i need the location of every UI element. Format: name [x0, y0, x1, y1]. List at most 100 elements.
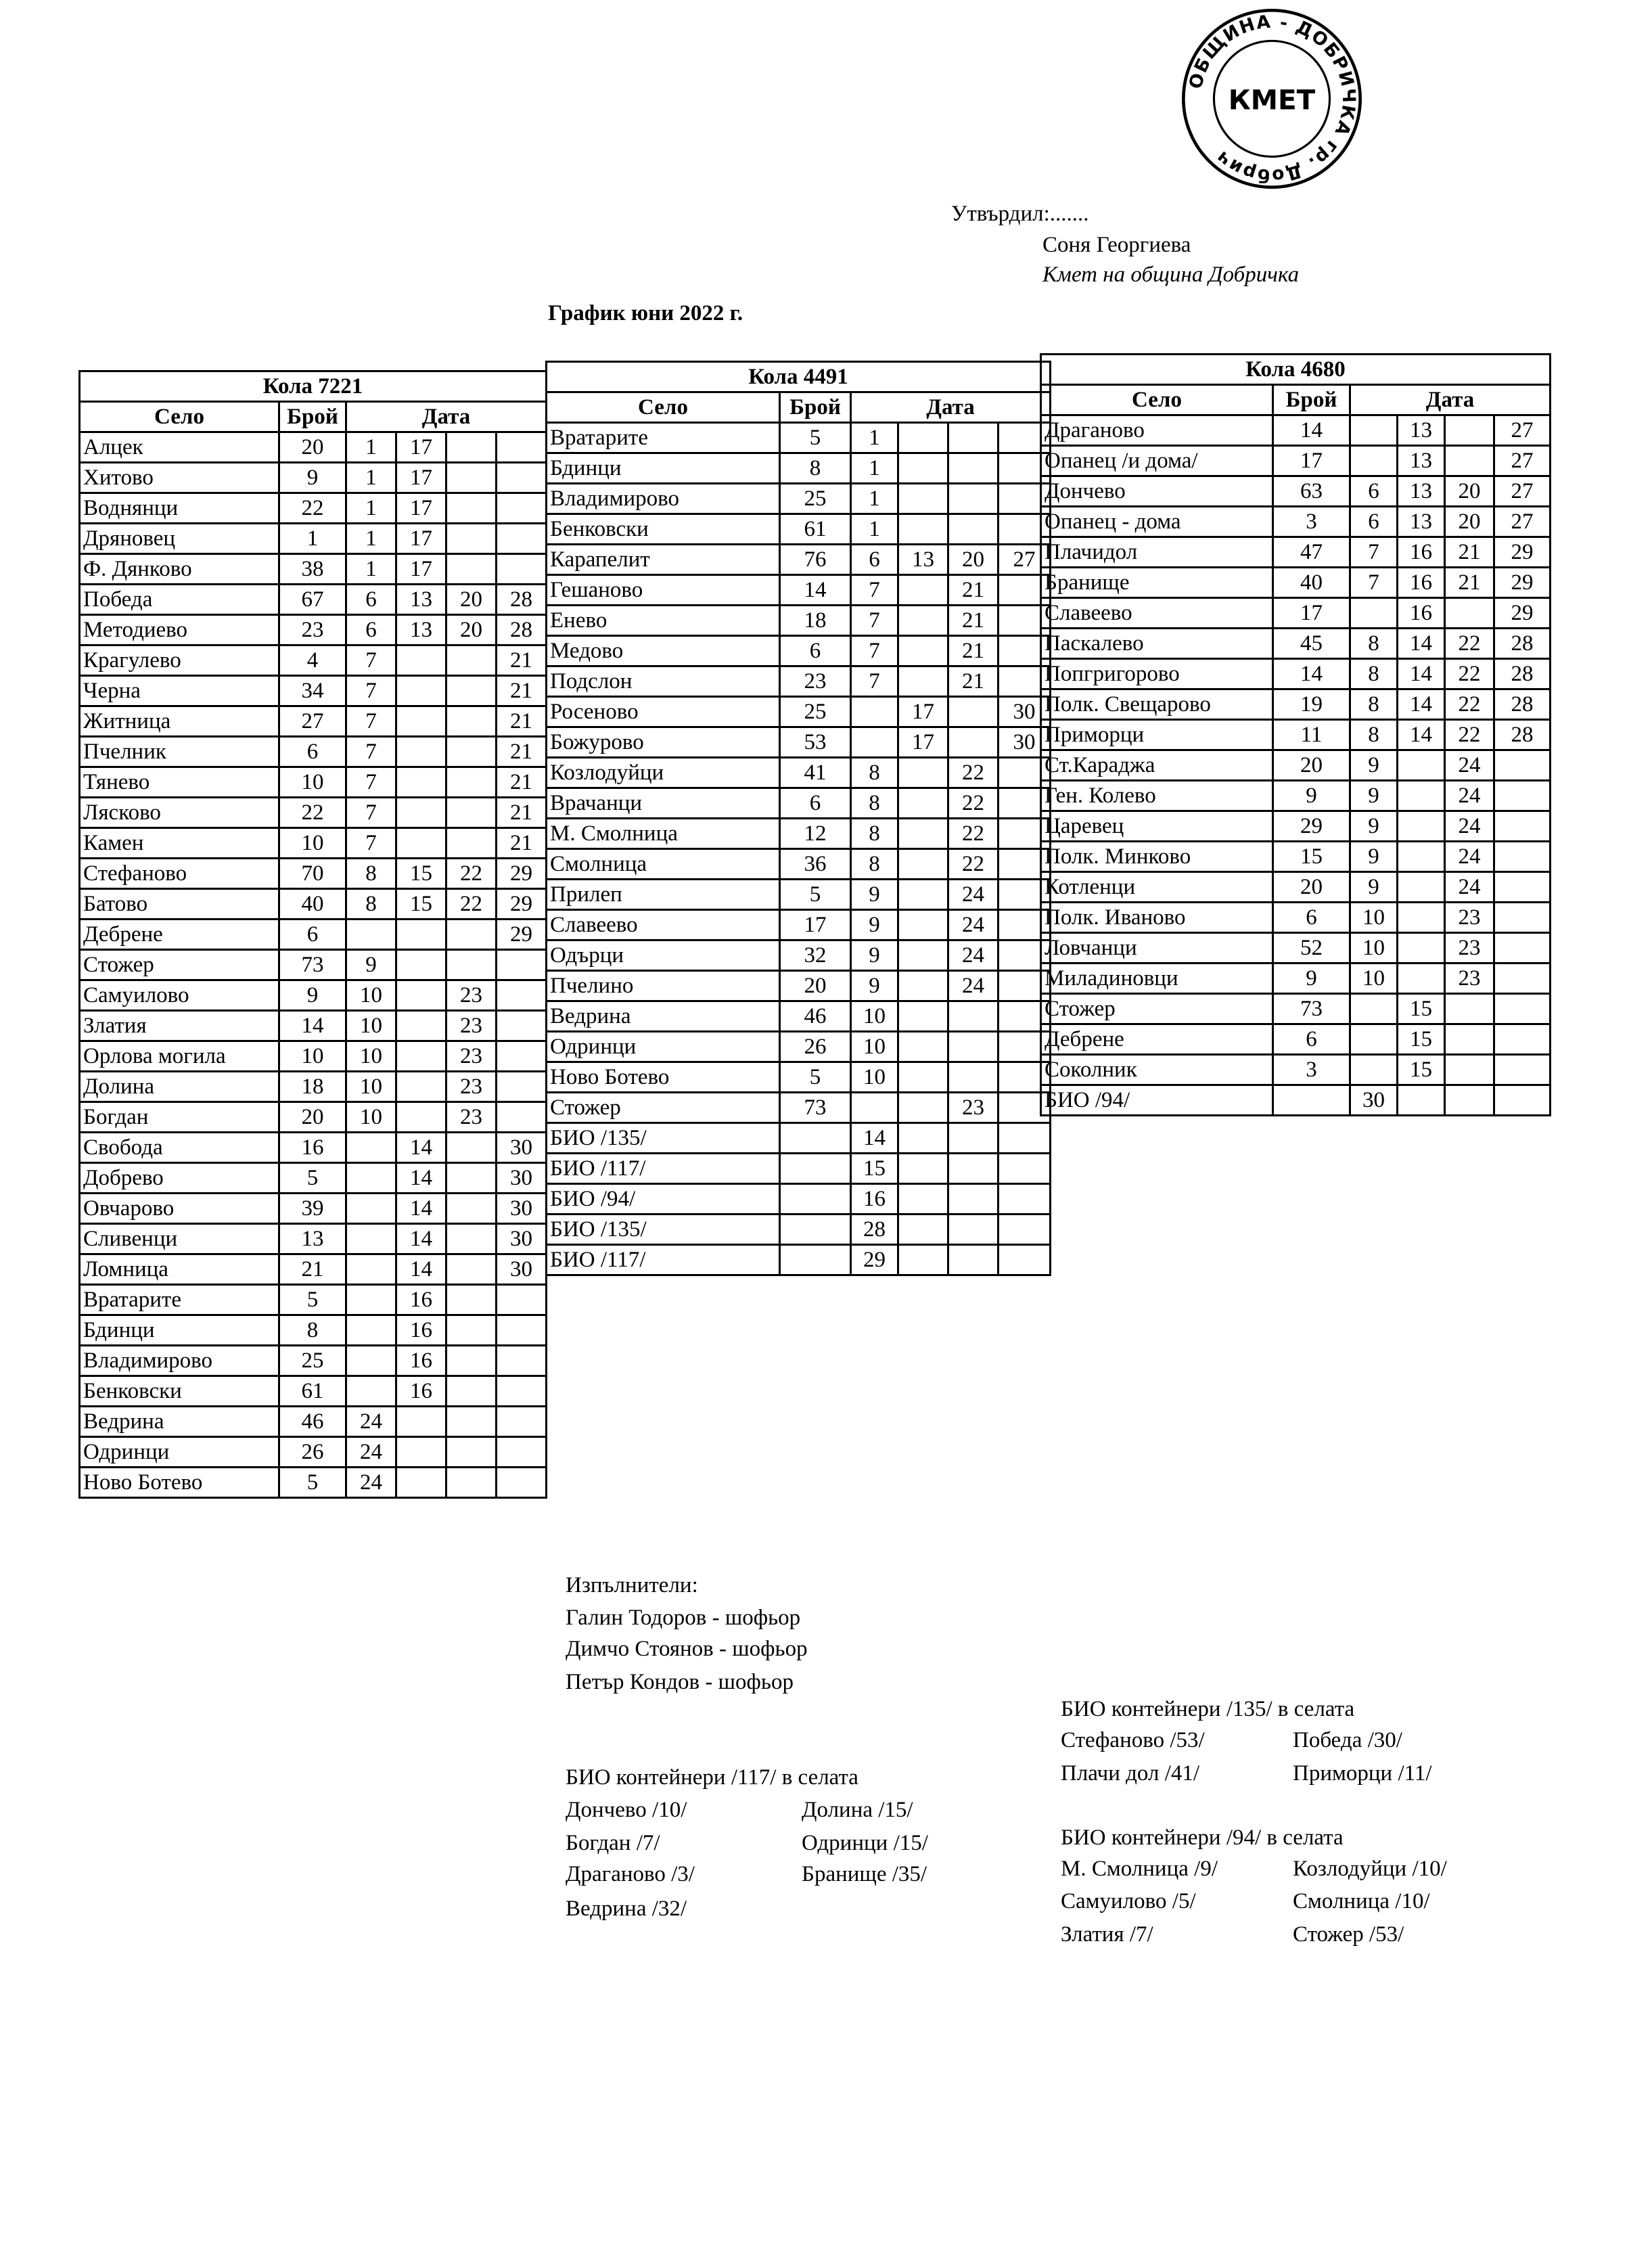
date-cell — [1349, 445, 1398, 477]
date-cell — [997, 1183, 1051, 1215]
date-cell — [897, 1061, 949, 1093]
date-cell: 15 — [1396, 1053, 1446, 1086]
date-cell: 10 — [345, 1101, 397, 1133]
date-cell: 9 — [1349, 749, 1398, 781]
count-cell: 20 — [278, 1101, 347, 1133]
village-cell: Бранище — [1040, 566, 1274, 599]
village-cell: Карапелит — [545, 543, 781, 576]
table-row: Сливенци 13 14 30 — [78, 1223, 547, 1255]
date-cell — [997, 1122, 1051, 1154]
date-cell — [495, 1009, 547, 1042]
count-cell: 13 — [278, 1223, 347, 1255]
date-cell — [445, 461, 497, 494]
date-cell — [345, 1314, 397, 1346]
date-cell: 22 — [1444, 719, 1495, 751]
count-cell: 5 — [779, 422, 852, 454]
date-cell: 9 — [1349, 779, 1398, 812]
count-cell: 11 — [1272, 719, 1351, 751]
date-cell — [1493, 779, 1551, 812]
date-cell — [445, 1223, 497, 1255]
count-cell: 22 — [278, 796, 347, 829]
table-row: Попгригорово 14 8 14 22 28 — [1040, 658, 1551, 690]
village-cell: Ломница — [78, 1253, 280, 1286]
date-cell: 9 — [850, 878, 899, 911]
count-cell: 36 — [779, 848, 852, 880]
village-cell: БИО /117/ — [545, 1244, 781, 1276]
village-cell: БИО /94/ — [545, 1183, 781, 1215]
date-cell — [395, 705, 447, 737]
date-cell — [1396, 810, 1446, 842]
village-cell: Опанец /и дома/ — [1040, 445, 1274, 477]
table-row: БИО /117/29 — [545, 1244, 1051, 1276]
date-cell: 22 — [947, 756, 999, 789]
village-cell: Стожер — [1040, 993, 1274, 1025]
date-cell — [495, 1284, 547, 1316]
executor-item: Димчо Стоянов - шофьор — [566, 1637, 808, 1661]
date-cell: 24 — [1444, 749, 1495, 781]
bio-135-item: Стефаново /53/ — [1061, 1728, 1205, 1752]
date-cell: 22 — [445, 857, 497, 890]
table-row: Котленци 20 9 24 — [1040, 871, 1551, 903]
count-cell: 18 — [779, 604, 852, 637]
date-cell: 28 — [1493, 627, 1551, 660]
date-cell — [947, 482, 999, 515]
date-cell — [897, 1183, 949, 1215]
bio-117-item: Ведрина /32/ — [566, 1897, 687, 1921]
date-cell — [897, 756, 949, 789]
count-cell: 47 — [1272, 536, 1351, 568]
date-cell: 24 — [947, 970, 999, 1002]
table-row: БИО /94/30 — [1040, 1084, 1551, 1116]
count-cell: 6 — [779, 635, 852, 667]
date-cell: 23 — [445, 1101, 497, 1133]
count-cell: 5 — [278, 1466, 347, 1499]
count-cell: 10 — [278, 827, 347, 859]
table-row: Методиево 23 6 13 20 28 — [78, 614, 547, 646]
bio-117-item: Бранище /35/ — [802, 1862, 927, 1886]
date-cell — [1396, 840, 1446, 873]
date-cell — [495, 1344, 547, 1377]
date-cell — [850, 726, 899, 758]
date-cell — [1493, 871, 1551, 903]
count-cell: 9 — [278, 461, 347, 494]
svg-text:КМЕТ: КМЕТ — [1229, 84, 1316, 116]
date-cell — [345, 1375, 397, 1407]
village-cell: Бенковски — [545, 513, 781, 545]
table-header-row: Село Брой Дата — [545, 391, 1051, 424]
date-cell — [495, 492, 547, 524]
date-cell — [445, 1253, 497, 1286]
village-cell: Пчелино — [545, 970, 781, 1002]
date-cell: 14 — [395, 1131, 447, 1164]
table-row: Воднянци 22 1 17 — [78, 492, 547, 524]
date-cell: 7 — [345, 796, 397, 829]
date-cell: 28 — [495, 583, 547, 616]
date-cell — [495, 522, 547, 555]
village-cell: Сливенци — [78, 1223, 280, 1255]
date-cell: 14 — [395, 1162, 447, 1194]
village-cell: Богдан — [78, 1101, 280, 1133]
date-cell — [897, 1000, 949, 1032]
count-cell: 20 — [1272, 871, 1351, 903]
page-title: График юни 2022 г. — [548, 301, 743, 325]
date-cell: 9 — [1349, 810, 1398, 842]
date-cell: 17 — [395, 492, 447, 524]
date-cell — [897, 1244, 949, 1276]
village-cell: Дончево — [1040, 475, 1274, 507]
date-cell — [1493, 993, 1551, 1025]
table-row: Долина 18 10 23 — [78, 1070, 547, 1103]
bio-117-item: Долина /15/ — [802, 1798, 913, 1822]
count-cell: 14 — [779, 574, 852, 606]
village-cell: БИО /135/ — [545, 1213, 781, 1246]
count-cell: 5 — [278, 1162, 347, 1194]
table-row: Одринци 26 24 — [78, 1436, 547, 1468]
count-cell: 3 — [1272, 1053, 1351, 1086]
table-row: Тянево 10 7 21 — [78, 766, 547, 798]
table-row: Славеево 17 9 24 — [545, 909, 1051, 941]
date-cell — [1396, 901, 1446, 934]
date-cell — [445, 1375, 497, 1407]
count-cell: 9 — [1272, 962, 1351, 995]
date-cell — [445, 1131, 497, 1164]
count-cell: 45 — [1272, 627, 1351, 660]
village-cell: Овчарово — [78, 1192, 280, 1225]
table-row: Славеево 17 16 29 — [1040, 597, 1551, 629]
date-cell: 14 — [1396, 688, 1446, 721]
